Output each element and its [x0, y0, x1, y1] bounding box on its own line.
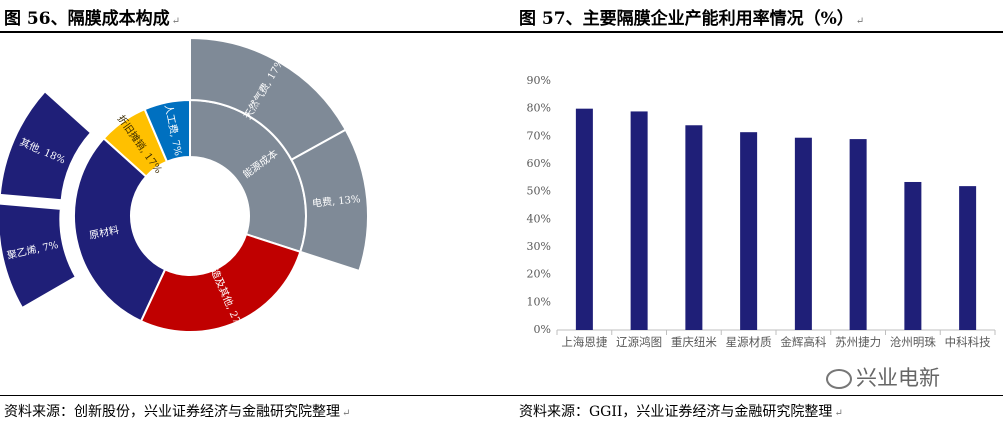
- outer-slice-电费13: [290, 128, 369, 273]
- title-rule: [0, 31, 1003, 33]
- watermark: 兴业电新: [826, 362, 940, 392]
- paragraph-mark: ↵: [342, 408, 351, 419]
- x-tick-label: 重庆纽米: [671, 335, 717, 349]
- paragraph-mark: ↵: [855, 16, 865, 27]
- bar-重庆纽米: [685, 125, 703, 331]
- inner-slice-制造及其他27: [139, 232, 302, 333]
- right-source: 资料来源：GGII，兴业证券经济与金融研究院整理 ↵: [519, 401, 843, 421]
- right-source-text: 资料来源：GGII，兴业证券经济与金融研究院整理: [519, 404, 833, 420]
- right-figure-title: 图 57、主要隔膜企业产能利用率情况（%） ↵: [519, 4, 864, 29]
- paragraph-mark: ↵: [834, 408, 843, 419]
- x-tick-label: 上海恩捷: [561, 335, 607, 349]
- y-tick-label: 20%: [527, 268, 551, 281]
- bar-辽源鸿图: [630, 111, 648, 330]
- wechat-icon: [826, 369, 852, 389]
- bar-苏州捷力: [849, 139, 867, 330]
- y-tick-label: 10%: [527, 295, 551, 308]
- watermark-text: 兴业电新: [856, 367, 940, 390]
- bar-中科科技: [959, 186, 977, 330]
- left-source: 资料来源：创新股份，兴业证券经济与金融研究院整理 ↵: [4, 401, 350, 421]
- bar-金辉高科: [794, 137, 812, 330]
- x-tick-label: 辽源鸿图: [616, 335, 662, 349]
- utilization-bar-chart: 0% 10% 20% 30% 40% 50% 60% 70% 80% 90% 上海恩捷 辽源鸿图 重庆纽…: [527, 74, 996, 349]
- bar-上海恩捷: [575, 108, 593, 331]
- x-tick-label: 金辉高科: [780, 335, 826, 349]
- left-title-text: 图 56、隔膜成本构成: [4, 9, 170, 29]
- y-tick-label: 30%: [527, 240, 551, 253]
- cost-structure-sunburst: 天然气费, 17%电费, 13%聚乙烯, 7%其他, 18% 能源成本制造及其他,…: [0, 36, 369, 334]
- x-tick-label: 苏州捷力: [835, 335, 881, 349]
- y-tick-label: 70%: [527, 129, 551, 142]
- right-title-text: 图 57、主要隔膜企业产能利用率情况（%）: [519, 9, 854, 29]
- x-tick-label: 沧州明珠: [890, 335, 936, 349]
- inner-slice-原材料: [73, 136, 167, 323]
- paragraph-mark: ↵: [171, 16, 180, 27]
- bar-星源材质: [740, 132, 758, 330]
- left-figure-title: 图 56、隔膜成本构成 ↵: [4, 4, 180, 29]
- outer-slice-其他18: [0, 89, 93, 202]
- bar-沧州明珠: [904, 181, 922, 330]
- x-tick-label: 星源材质: [726, 335, 772, 349]
- x-tick-label: 中科科技: [945, 335, 991, 349]
- y-tick-label: 90%: [527, 74, 551, 87]
- y-tick-label: 40%: [527, 212, 551, 225]
- y-tick-label: 0%: [534, 323, 551, 336]
- y-tick-label: 50%: [527, 185, 551, 198]
- left-source-text: 资料来源：创新股份，兴业证券经济与金融研究院整理: [4, 404, 340, 420]
- y-tick-label: 80%: [527, 102, 551, 115]
- y-tick-label: 60%: [527, 157, 551, 170]
- outer-slice-聚乙烯7: [0, 202, 78, 310]
- source-rule: [0, 395, 1003, 396]
